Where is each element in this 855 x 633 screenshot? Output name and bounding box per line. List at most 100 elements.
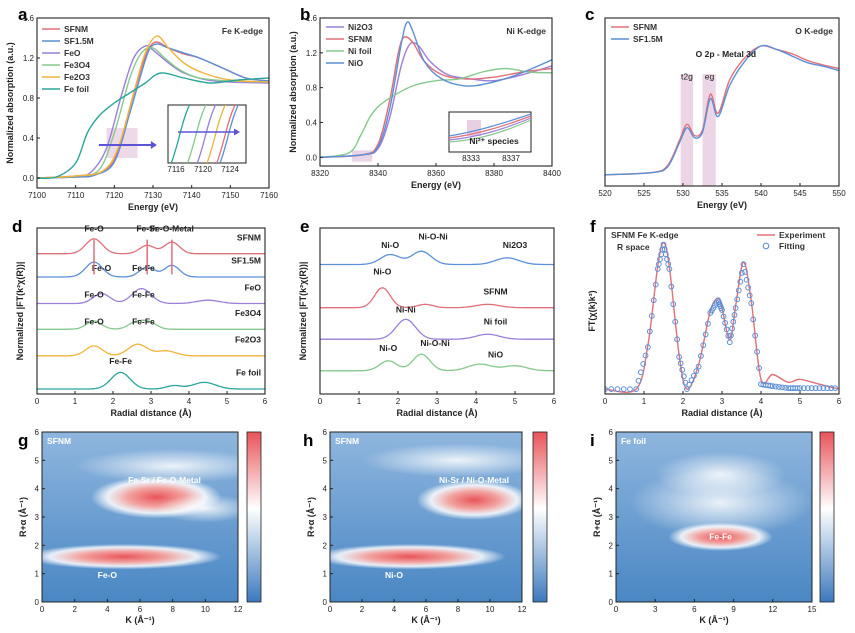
panel-b-inset-tick: 8333 [462,154,480,163]
panel-f-fit-point [693,368,700,375]
panel-c-xlabel: Energy (eV) [697,200,747,210]
panel-e-xtick-label: 3 [435,397,440,406]
panel-g-ytick-label: 3 [35,513,40,522]
panel-label-g: g [18,431,28,450]
panel-f-fit-point [698,353,704,359]
panel-d-series [37,238,265,255]
panel-c-note: O 2p - Metal 3d [696,49,756,59]
panel-h-ylabel: R+α (Å⁻¹) [306,497,316,537]
panel-c-xtick-label: 545 [793,189,807,198]
panel-d-xtick-label: 4 [187,397,192,406]
panel-b-xlabel: Energy (eV) [411,180,461,190]
panel-a-chart: 7116 7120 7124 7100 7110 7120 7130 7140 7150 7160… [5,14,278,212]
panel-e-peak-label: Ni-O-Ni [420,338,449,348]
panel-label-i: i [590,431,595,450]
panel-c-xtick-label: 550 [832,189,846,198]
panel-a-inset-arrow-head [234,128,240,136]
panel-e-xlabel: Radial distance (Å) [396,408,477,418]
panel-b-ylabel: Normalized absorption (a.u.) [288,31,298,153]
panel-b-edge-label: Ni K-edge [506,26,546,36]
panel-f-fit-point [670,301,677,308]
panel-d-row-name: Fe3O4 [235,308,261,318]
panel-b-xtick-label: 8340 [369,169,387,178]
panel-g-ytick-label: 1 [35,570,40,579]
panel-f-fit-point [702,331,709,338]
panel-f-fit-point [748,300,755,307]
panel-h-xtick-label: 0 [328,605,333,614]
panel-d-row-name: SF1.5M [231,256,261,266]
panel-f-fit-point [627,386,633,393]
panel-f-fit-point [688,377,695,384]
panel-i-ytick-label: 1 [609,570,614,579]
panel-g-xtick-label: 12 [234,605,243,614]
panel-g-feature-label: Fe-O [98,570,118,580]
panel-b-ytick-label: 1.2 [306,49,318,58]
panel-d-series [37,261,265,278]
panel-a-series-sf1-5m [37,43,269,179]
panel-g-intensity-blob [156,494,238,523]
panel-f-fit-point [808,385,815,392]
panel-c-xtick-label: 535 [715,189,729,198]
panel-f-fit-point [730,318,737,325]
panel-f-fit-point [731,312,738,318]
panel-g-xtick-label: 4 [105,605,110,614]
panel-i-ytick-label: 0 [609,598,614,607]
panel-a-xtick-label: 7100 [28,191,46,200]
panel-f-fit-point [728,332,734,339]
panel-h-xlabel: K (Å⁻¹) [411,615,440,625]
panel-f-fit-point [645,344,651,351]
panel-d-xtick-label: 0 [35,397,40,406]
panel-f-series-experiment [605,241,839,394]
panel-f-fit-point [797,385,803,392]
panel-h-sample-name: SFNM [335,436,359,446]
panel-f-title: SFNM Fe K-edge [611,230,679,240]
panel-e-chart: Ni2O3 SFNM Ni foil NiO Ni-O Ni-O-Ni Ni-O Ni-Ni N… [298,227,557,418]
panel-f-fit-point [700,342,707,349]
panel-h-xtick-label: 6 [424,605,429,614]
panel-f-fit-point [776,384,782,390]
panel-i-colorbar [819,431,835,603]
panel-h-feature-label: Ni-Sr / Ni-O-Metal [439,475,509,485]
panel-g-ytick-label: 2 [35,541,40,550]
panel-b-inset-curve [448,119,532,143]
panel-a-xlabel: Energy (eV) [128,202,178,212]
panel-a-arrow-head [150,141,157,149]
panel-b-ytick-label: 0.8 [306,84,318,93]
panel-f-fit-point [725,332,732,339]
panel-i-xtick-label: 0 [614,605,619,614]
panel-a-legend-item: FeO [64,48,81,58]
panel-f-subtitle: R space [617,242,650,252]
panel-b-legend-item: NiO [348,58,364,68]
panel-label-h: h [303,431,313,450]
panel-f-ylabel: FT(χ(k)k³) [587,290,597,331]
panel-c-xtick-label: 520 [598,189,612,198]
panel-e-peak-label: Ni-O [373,266,391,276]
panel-h-xtick-label: 10 [486,605,495,614]
panel-label-a: a [18,5,28,24]
panel-g-intensity-blob [74,449,238,483]
panel-h-intensity-blob [362,443,522,478]
panel-c-chart: 520 525 530 535 540 545 550 Energy (eV) SFNM SF1.… [598,17,846,210]
panel-a-legend-item: Fe3O4 [64,60,90,70]
panel-f-fit-point [652,281,659,288]
panel-f-fit-point [812,385,819,392]
panel-g-xtick-label: 10 [201,605,210,614]
panel-e-peak-label: Ni-Ni [396,305,416,315]
panel-e-axes-frame [319,227,555,395]
panel-f-fit-point [614,386,621,393]
panel-f-xlabel: Radial distance (Å) [681,408,762,418]
panel-f-fit-point [642,352,649,359]
panel-e-peak-label: Ni-O [379,343,397,353]
panel-b-inset-note: Ni²⁺ species [469,136,519,146]
panel-b-legend-item: SFNM [348,34,372,44]
panel-f-fit-point [705,320,711,327]
panel-h-feature-label: Ni-O [385,570,403,580]
panel-i-xtick-label: 12 [768,605,777,614]
panel-d-row-name: SFNM [237,232,261,242]
panel-d-xtick-label: 3 [149,397,154,406]
panel-h-ytick-label: 5 [323,456,328,465]
panel-e-xtick-label: 6 [552,397,557,406]
panel-b-shade [351,150,373,162]
panel-d-peak-label: Fe-O [84,316,104,326]
panel-a-ytick-label: 0.0 [23,174,35,183]
